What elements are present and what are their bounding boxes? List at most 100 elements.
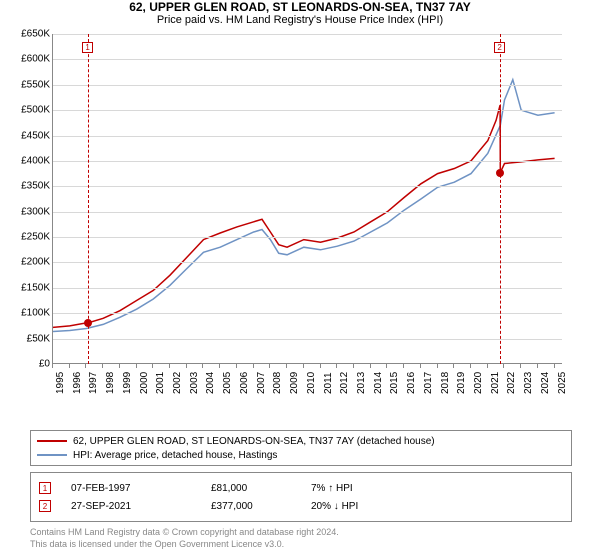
x-axis-label: 2017 — [423, 372, 434, 394]
x-tick — [437, 364, 438, 368]
legend-swatch-price — [37, 440, 67, 442]
sales-table: 1 07-FEB-1997 £81,000 7% ↑ HPI 2 27-SEP-… — [30, 472, 572, 522]
x-axis-label: 2008 — [272, 372, 283, 394]
x-axis-label: 2012 — [339, 372, 350, 394]
sale-row-2: 2 27-SEP-2021 £377,000 20% ↓ HPI — [39, 497, 563, 515]
x-tick — [202, 364, 203, 368]
sale-2-delta: 20% ↓ HPI — [311, 501, 401, 512]
y-axis-label: £200K — [21, 257, 50, 268]
x-tick — [470, 364, 471, 368]
plot-area: 12 — [52, 34, 562, 364]
sale-marker-vline — [500, 34, 501, 364]
x-tick — [420, 364, 421, 368]
x-tick — [85, 364, 86, 368]
sale-1-price: £81,000 — [211, 483, 291, 494]
sale-1-date: 07-FEB-1997 — [71, 483, 191, 494]
x-axis-label: 2013 — [356, 372, 367, 394]
legend-label-hpi: HPI: Average price, detached house, Hast… — [73, 450, 277, 461]
x-tick — [520, 364, 521, 368]
legend-label-price: 62, UPPER GLEN ROAD, ST LEONARDS-ON-SEA,… — [73, 436, 435, 447]
gridline — [53, 85, 562, 86]
x-tick — [303, 364, 304, 368]
sale-marker-2-icon: 2 — [39, 500, 51, 512]
gridline — [53, 288, 562, 289]
gridline — [53, 237, 562, 238]
gridline — [53, 136, 562, 137]
x-tick — [186, 364, 187, 368]
x-tick — [320, 364, 321, 368]
x-axis-label: 2023 — [523, 372, 534, 394]
y-axis-label: £100K — [21, 308, 50, 319]
x-tick — [487, 364, 488, 368]
gridline — [53, 110, 562, 111]
gridline — [53, 186, 562, 187]
sale-1-delta: 7% ↑ HPI — [311, 483, 401, 494]
x-tick — [370, 364, 371, 368]
y-axis-label: £150K — [21, 282, 50, 293]
x-axis-label: 1997 — [88, 372, 99, 394]
chart-title-line1: 62, UPPER GLEN ROAD, ST LEONARDS-ON-SEA,… — [0, 0, 600, 14]
x-axis-label: 2024 — [540, 372, 551, 394]
y-axis-label: £550K — [21, 79, 50, 90]
y-axis-label: £300K — [21, 206, 50, 217]
footer-line2: This data is licensed under the Open Gov… — [30, 539, 590, 551]
chart-lines — [53, 34, 563, 364]
y-axis-label: £250K — [21, 232, 50, 243]
x-tick — [503, 364, 504, 368]
x-axis-label: 2009 — [289, 372, 300, 394]
footer-line1: Contains HM Land Registry data © Crown c… — [30, 527, 590, 539]
x-axis-label: 2006 — [239, 372, 250, 394]
sale-marker-1-icon: 1 — [39, 482, 51, 494]
x-tick — [269, 364, 270, 368]
x-axis-label: 2020 — [473, 372, 484, 394]
x-tick — [119, 364, 120, 368]
y-axis-label: £400K — [21, 155, 50, 166]
x-axis-label: 2011 — [323, 372, 334, 394]
legend-swatch-hpi — [37, 454, 67, 456]
sale-marker-box: 1 — [82, 42, 93, 53]
x-axis-label: 2003 — [189, 372, 200, 394]
y-axis-label: £350K — [21, 181, 50, 192]
x-axis-label: 2001 — [155, 372, 166, 394]
y-axis-label: £450K — [21, 130, 50, 141]
chart: 12 £0£50K£100K£150K£200K£250K£300K£350K£… — [10, 34, 570, 394]
footer: Contains HM Land Registry data © Crown c… — [30, 527, 590, 550]
gridline — [53, 161, 562, 162]
sale-2-date: 27-SEP-2021 — [71, 501, 191, 512]
x-axis-label: 2022 — [506, 372, 517, 394]
x-tick — [336, 364, 337, 368]
x-axis-label: 1999 — [122, 372, 133, 394]
x-tick — [554, 364, 555, 368]
x-axis-label: 1996 — [72, 372, 83, 394]
x-tick — [219, 364, 220, 368]
x-axis-label: 1995 — [55, 372, 66, 394]
sale-marker-dot — [84, 319, 92, 327]
y-axis-label: £500K — [21, 105, 50, 116]
x-axis-label: 1998 — [105, 372, 116, 394]
y-axis-label: £50K — [27, 333, 50, 344]
y-axis-label: £650K — [21, 29, 50, 40]
sale-marker-box: 2 — [494, 42, 505, 53]
x-axis-label: 2002 — [172, 372, 183, 394]
legend-item-price: 62, UPPER GLEN ROAD, ST LEONARDS-ON-SEA,… — [37, 434, 565, 448]
legend: 62, UPPER GLEN ROAD, ST LEONARDS-ON-SEA,… — [30, 430, 572, 466]
sale-marker-dot — [496, 169, 504, 177]
y-axis-label: £600K — [21, 54, 50, 65]
gridline — [53, 313, 562, 314]
series-price-paid — [53, 105, 555, 327]
gridline — [53, 212, 562, 213]
x-tick — [403, 364, 404, 368]
sale-marker-vline — [88, 34, 89, 364]
x-tick — [353, 364, 354, 368]
y-axis-label: £0 — [39, 359, 50, 370]
gridline — [53, 59, 562, 60]
x-axis-label: 2021 — [490, 372, 501, 394]
x-tick — [152, 364, 153, 368]
x-tick — [102, 364, 103, 368]
gridline — [53, 339, 562, 340]
x-axis-label: 2007 — [256, 372, 267, 394]
x-tick — [453, 364, 454, 368]
x-axis-label: 2025 — [557, 372, 568, 394]
x-axis-label: 2010 — [306, 372, 317, 394]
series-hpi — [53, 80, 555, 332]
